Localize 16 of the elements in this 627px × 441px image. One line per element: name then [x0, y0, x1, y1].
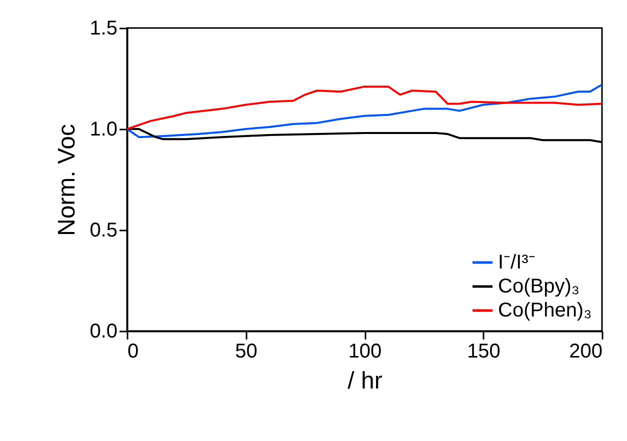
line-series: [127, 84, 602, 138]
x-tick-label: 50: [235, 340, 258, 362]
x-tick-label: 100: [348, 340, 382, 362]
y-tick-label: 1.0: [90, 118, 118, 140]
y-tick-label: 1.5: [90, 18, 118, 40]
y-tick-label: 0.0: [90, 320, 118, 342]
x-tick-label: 200: [569, 340, 602, 362]
y-tick-label: 0.5: [90, 220, 118, 242]
line-series: [127, 86, 602, 130]
x-axis-title: / hr: [348, 368, 382, 394]
x-tick-label: 150: [467, 340, 500, 362]
legend-label: Co(Phen)₃: [498, 300, 592, 322]
x-tick-label: 0: [128, 340, 139, 362]
legend-label: I⁻/I³⁻: [498, 252, 536, 274]
legend-label: Co(Bpy)₃: [498, 276, 580, 298]
y-axis-title: Norm. Voc: [54, 124, 81, 236]
